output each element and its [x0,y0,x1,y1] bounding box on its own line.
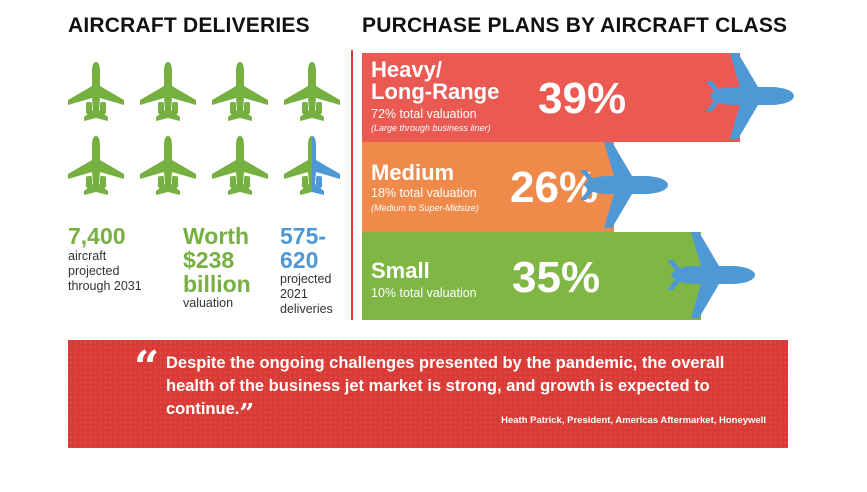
stat-range-line: 620 [280,247,319,273]
jet-plane-icon [210,58,270,126]
close-quote-mark: ” [239,399,255,429]
stat-worth-desc: valuation [183,296,234,310]
jet-plane-icon [661,230,757,320]
quote-text: Despite the ongoing challenges presented… [166,354,725,418]
stat-deliveries-desc-line: projected [280,272,332,286]
jet-plane-icon [210,132,270,200]
jet-plane-icon [282,132,342,200]
stat-worth-line: Worth [183,223,250,249]
plane-icon-grid [66,58,340,204]
bar-heavy-note: (Large through business liner) [371,123,491,133]
stat-aircraft-desc-line: aircraft [68,249,107,263]
stat-aircraft-desc: aircraft projected through 2031 [68,249,142,294]
quote-body: Despite the ongoing challenges presented… [166,352,766,427]
quote-attribution: Heath Patrick, President, Americas After… [501,415,766,426]
jet-plane-icon [282,58,342,126]
bar-small-percent: 35% [512,253,601,302]
bar-heavy-title-line: Long-Range [371,79,500,104]
stat-aircraft-count: 7,400 [68,223,126,249]
bar-medium-title: Medium [371,160,455,185]
open-quote-mark: “ [134,342,160,393]
stat-aircraft-desc-line: through 2031 [68,279,142,293]
bar-heavy-valuation: 72% total valuation [371,107,477,121]
stat-worth-line: billion [183,271,251,297]
bar-small-title: Small [371,258,430,283]
bar-medium-note: (Medium to Super-Midsize) [371,203,479,213]
jet-plane-icon [138,132,198,200]
jet-plane-icon [66,58,126,126]
stat-deliveries-desc-line: 2021 [280,287,308,301]
jet-plane-icon [66,132,126,200]
stat-deliveries-desc: projected 2021 deliveries [280,272,333,317]
bar-small-valuation: 10% total valuation [371,286,477,300]
stat-range-line: 575- [280,223,327,249]
stat-worth: Worth $238 billion [183,224,251,296]
bar-medium: Medium 18% total valuation (Medium to Su… [362,142,614,232]
aircraft-deliveries-heading: AIRCRAFT DELIVERIES [68,14,310,37]
bar-small: Small 10% total valuation 35% [362,232,701,320]
bar-heavy-long-range: Heavy/ Long-Range 72% total valuation (L… [362,53,740,142]
bar-medium-valuation: 18% total valuation [371,186,477,200]
bar-heavy-title-line: Heavy/ [371,57,442,82]
jet-plane-icon [574,140,670,230]
section-divider [351,50,353,320]
stat-deliveries-range: 575- 620 [280,224,326,272]
jet-plane-icon [138,58,198,126]
bar-heavy-title: Heavy/ Long-Range [371,59,499,103]
stat-aircraft-desc-line: projected [68,264,120,278]
quote-box: “ Despite the ongoing challenges present… [68,340,788,448]
jet-plane-icon [700,51,796,141]
bar-heavy-percent: 39% [538,74,627,123]
stat-worth-line: $238 [183,247,235,273]
stat-deliveries-desc-line: deliveries [280,302,333,316]
purchase-plans-heading: PURCHASE PLANS BY AIRCRAFT CLASS [362,14,788,37]
